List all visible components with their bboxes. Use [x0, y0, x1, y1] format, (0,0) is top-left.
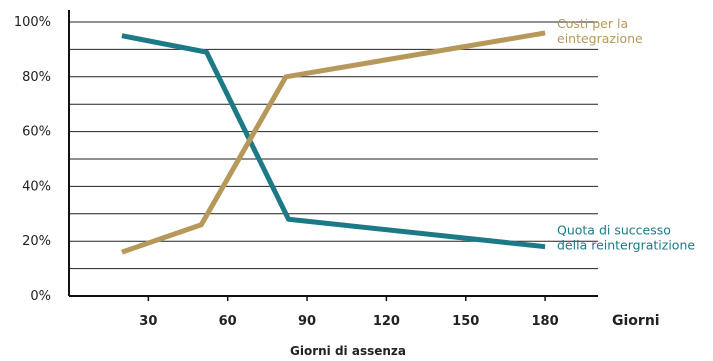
x-tick-label: 150 [452, 314, 479, 329]
x-tick-label: 90 [298, 314, 316, 329]
x-tick-label: 180 [532, 314, 559, 329]
y-tick-label: 40% [22, 179, 51, 194]
series-label-2: eintegrazione [557, 31, 643, 46]
x-tick-label: 30 [139, 314, 157, 329]
y-tick-label: 20% [22, 234, 51, 249]
gridlines [69, 21, 598, 270]
series-label-1: della reintergratizione [557, 238, 695, 253]
series-line-2 [121, 30, 546, 255]
y-tick-label: 100% [14, 15, 51, 30]
series-line-1 [121, 33, 546, 250]
axes [68, 10, 598, 297]
y-tick-label: 60% [22, 125, 51, 140]
series-lines [121, 30, 546, 255]
x-axis-title: Giorni di assenza [290, 344, 406, 358]
x-tick-labels: 30 60 90 120 150 180 [139, 296, 559, 329]
y-tick-labels: 0% 20% 40% 60% 80% 100% [14, 15, 51, 304]
y-tick-label: 0% [30, 289, 51, 304]
x-tick-label: 120 [373, 314, 400, 329]
y-tick-label: 80% [22, 70, 51, 85]
series-label-2: Costi per la [557, 16, 628, 31]
x-tick-label: 60 [219, 314, 237, 329]
x-unit-label: Giorni [612, 313, 660, 329]
series-label-1: Quota di successo [557, 223, 671, 238]
